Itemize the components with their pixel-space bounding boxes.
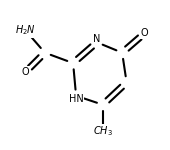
Text: $H_2N$: $H_2N$ [15,24,36,37]
Text: $CH_3$: $CH_3$ [93,124,113,138]
Text: N: N [93,34,101,44]
Text: O: O [22,67,29,77]
Text: O: O [141,28,148,38]
Text: HN: HN [69,94,83,104]
